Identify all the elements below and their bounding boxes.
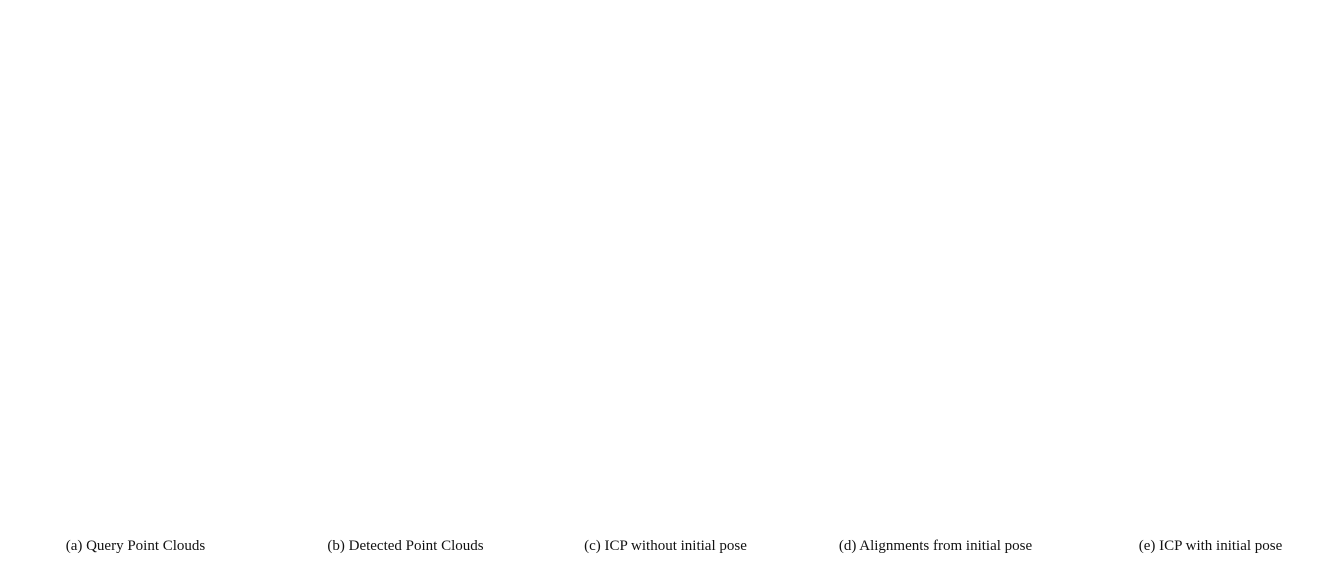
point-cloud (520, 268, 787, 530)
point-cloud (267, 267, 542, 530)
point-cloud-panels (0, 0, 1336, 530)
point-cloud (1083, 8, 1336, 266)
point-cloud (797, 277, 1072, 530)
point-cloud (536, 0, 794, 254)
point-cloud (1068, 275, 1336, 530)
point-cloud (806, 0, 1064, 238)
point-cloud (1074, 260, 1336, 530)
point-cloud (800, 14, 1058, 272)
point-cloud (0, 267, 273, 530)
point-cloud (1077, 0, 1335, 242)
point-cloud (511, 0, 795, 273)
figure: (a) Query Point Clouds (b) Detected Poin… (0, 0, 1336, 568)
caption: (e) ICP with initial pose (1077, 538, 1336, 555)
point-cloud (791, 257, 1066, 530)
caption: (a) Query Point Clouds (2, 538, 269, 555)
caption: (c) ICP without initial pose (532, 538, 799, 555)
point-cloud (276, 0, 534, 244)
point-cloud (527, 267, 802, 530)
point-cloud (6, 0, 264, 254)
caption: (b) Detected Point Clouds (272, 538, 539, 555)
caption: (d) Alignments from initial pose (802, 538, 1069, 555)
